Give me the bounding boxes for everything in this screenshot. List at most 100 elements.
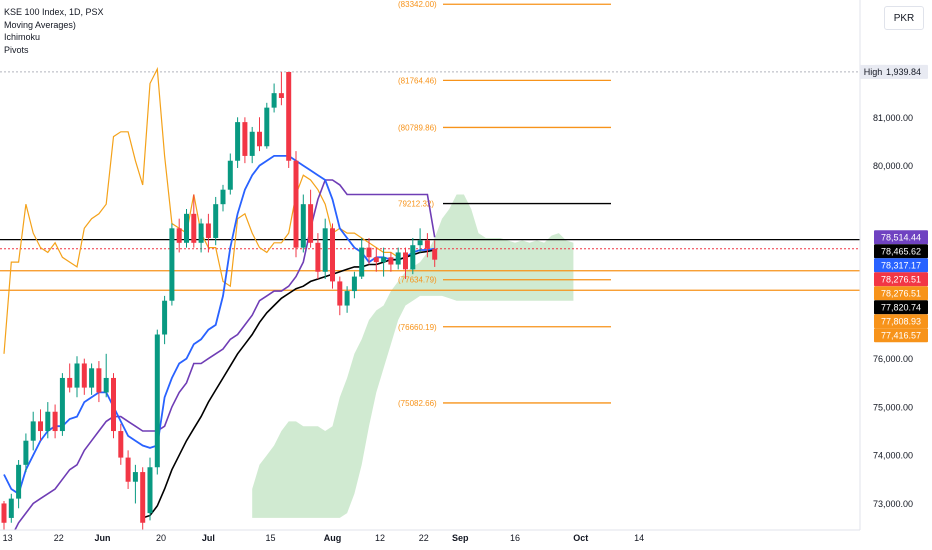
y-tick-label-3: 76,000.00: [873, 354, 913, 364]
x-tick-label-11: Oct: [573, 533, 588, 543]
y-tick-label-2: 75,000.00: [873, 402, 913, 412]
price-label-bg-8: [874, 328, 928, 343]
ichimoku-cloud: [252, 194, 574, 518]
price-label-text-7: 77,808.93: [881, 316, 921, 326]
price-label-bg-0: [874, 64, 928, 79]
candle-body-19: [140, 472, 146, 523]
candle-body-39: [286, 71, 292, 161]
price-label-5: 78,276.51: [874, 286, 928, 301]
x-tick-label-9: Sep: [452, 533, 469, 543]
x-tick-label-8: 22: [419, 533, 429, 543]
candle-body-31: [227, 160, 233, 190]
candle-body-21: [154, 334, 160, 468]
candle-body-32: [235, 122, 241, 161]
candle-body-52: [381, 257, 387, 263]
y-tick-label-0: 73,000.00: [873, 499, 913, 509]
candle-body-34: [249, 131, 255, 156]
candle-body-9: [67, 377, 73, 388]
candle-body-48: [351, 276, 357, 292]
candle-body-4: [30, 421, 36, 441]
time-axis-bg: [0, 530, 932, 550]
price-label-text-4: 78,276.51: [881, 274, 921, 284]
x-tick-label-10: 16: [510, 533, 520, 543]
price-tag-0: High: [864, 67, 883, 77]
candle-body-23: [169, 228, 175, 301]
candle-body-5: [38, 421, 43, 432]
price-label-text-1: 78,514.44: [881, 232, 921, 242]
orange-line: [3, 66, 399, 354]
price-label-6: 77,820.74: [874, 300, 928, 315]
candle-body-56: [410, 245, 416, 270]
candle-body-2: [16, 464, 22, 499]
y-tick-label-1: 74,000.00: [873, 451, 913, 461]
candle-body-45: [330, 228, 335, 282]
candle-body-17: [125, 457, 131, 482]
candle-body-0: [1, 503, 7, 523]
candle-body-15: [111, 377, 116, 432]
legend-pivots[interactable]: Pivots: [4, 44, 29, 55]
price-label-7: 77,808.93: [874, 314, 928, 329]
price-label-3: 78,317.17: [874, 258, 928, 273]
price-tag-bg-0: [860, 64, 886, 79]
candle-body-43: [315, 242, 321, 272]
x-tick-label-7: 12: [375, 533, 385, 543]
price-label-text-0: 81,939.84: [881, 67, 921, 77]
price-label-8: 77,416.57: [874, 328, 928, 343]
candle-body-50: [366, 247, 372, 258]
legend-ichimoku[interactable]: Ichimoku: [4, 32, 41, 42]
price-label-bg-3: [874, 258, 928, 273]
currency-button[interactable]: PKR: [884, 6, 924, 30]
pivot-label-1: (81764.46): [398, 76, 437, 85]
candle-body-16: [118, 431, 124, 458]
candle-body-1: [8, 498, 14, 518]
candle-body-47: [344, 291, 350, 306]
price-label-text-6: 77,820.74: [881, 302, 921, 312]
candle-body-46: [337, 281, 343, 306]
pivot-label-3: 79212.32): [398, 200, 434, 209]
candle-body-27: [198, 223, 204, 243]
pivot-label-2: (80789.86): [398, 123, 437, 132]
candle-body-51: [373, 257, 379, 263]
x-tick-label-6: Aug: [324, 533, 342, 543]
candle-body-11: [81, 363, 87, 388]
price-label-2: 78,465.62: [874, 244, 928, 259]
candle-body-6: [45, 411, 51, 432]
candle-body-3: [23, 440, 29, 465]
pivot-label-0: (83342.00): [398, 0, 437, 9]
x-tick-label-2: Jun: [95, 533, 111, 543]
x-tick-label-12: 14: [634, 533, 644, 543]
candle-body-18: [132, 472, 138, 482]
y-tick-label-7: 80,000.00: [873, 161, 913, 171]
candle-body-49: [359, 247, 365, 277]
candle-body-8: [59, 377, 65, 432]
price-label-bg-7: [874, 314, 928, 329]
plot-area: (83342.00) (81764.46) (80789.86) 79212.32) (…: [0, 0, 860, 530]
candle-body-57: [417, 240, 423, 246]
price-label-text-3: 78,317.17: [881, 260, 921, 270]
price-label-bg-1: [874, 230, 928, 245]
candle-body-7: [52, 411, 58, 432]
x-tick-label-4: Jul: [202, 533, 215, 543]
price-label-4: 78,276.51: [874, 272, 928, 287]
price-label-bg-5: [874, 286, 928, 301]
candle-body-59: [432, 248, 438, 260]
candle-body-13: [96, 368, 102, 393]
price-label-bg-2: [874, 244, 928, 259]
price-label-text-2: 78,465.62: [881, 246, 921, 256]
candle-body-10: [74, 363, 80, 388]
x-tick-label-5: 15: [265, 533, 275, 543]
price-label-1: 78,514.44: [874, 230, 928, 245]
candle-body-14: [103, 377, 109, 393]
legend-moving-averages[interactable]: Moving Averages): [4, 19, 76, 30]
candle-body-29: [213, 204, 219, 238]
candle-body-22: [162, 300, 168, 335]
chart-legend: KSE 100 Index, 1D, PSX Moving Averages) …: [4, 6, 104, 56]
candle-body-40: [293, 160, 299, 248]
price-label-bg-6: [874, 300, 928, 315]
candle-body-25: [184, 213, 189, 243]
candle-body-35: [257, 131, 262, 147]
x-tick-label-0: 13: [3, 533, 13, 543]
pivot-label-6: (75082.66): [398, 399, 437, 408]
